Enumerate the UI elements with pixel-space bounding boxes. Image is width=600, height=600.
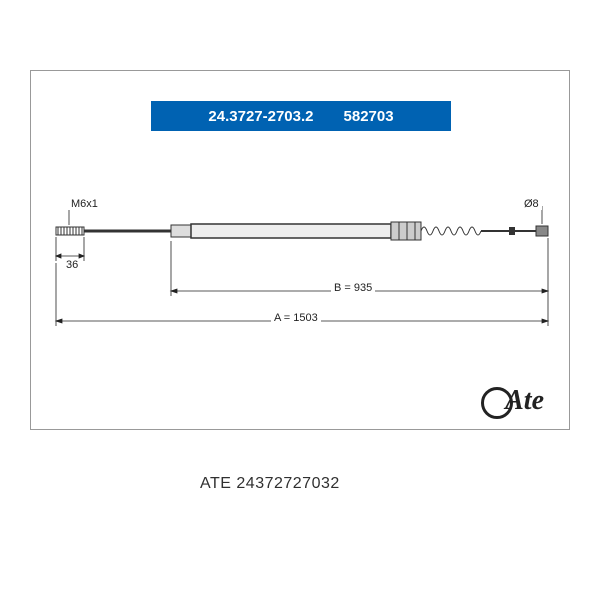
logo-circle-icon [481,387,513,419]
diagram-frame: 24.3727-2703.2 582703 [30,70,570,430]
end-diameter-label: Ø8 [521,198,542,210]
part-number-secondary: 582703 [344,108,394,125]
brand-code: 24372727032 [236,475,339,492]
dim-thread-length: 36 [63,259,81,271]
ate-logo: Ate [481,385,544,419]
cable-diagram: M6x1 Ø8 36 B = 935 A = 1503 [41,181,561,361]
cable-drawing [41,181,561,361]
part-number-header: 24.3727-2703.2 582703 [151,101,451,131]
brand-caption: ATE 24372727032 [200,475,340,493]
part-number-primary: 24.3727-2703.2 [208,108,313,125]
thread-spec-label: M6x1 [68,198,101,210]
dim-b-label: B = 935 [331,282,375,294]
brand-name: ATE [200,475,231,492]
dim-a-label: A = 1503 [271,312,321,324]
